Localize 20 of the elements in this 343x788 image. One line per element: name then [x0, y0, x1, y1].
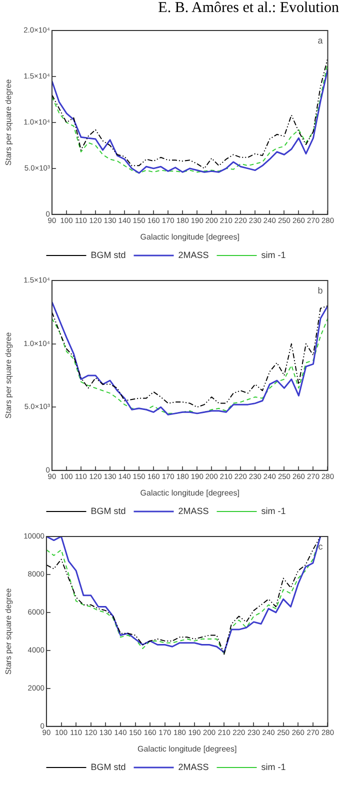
- y-axis-title: Stars per square degree: [4, 78, 14, 166]
- annotation: c: [318, 541, 324, 552]
- annotation: a: [318, 35, 323, 46]
- chart-title: E. B. Amôres et al.: Evolution: [157, 0, 340, 18]
- legend-label: BGM std: [90, 250, 126, 260]
- x-axis-title: Galactic longitude [degrees]: [140, 488, 240, 498]
- legend-label: sim -1: [261, 762, 286, 772]
- x-axis-title: Galactic longitude [degrees]: [140, 232, 240, 242]
- y-axis-title: Stars per square degree: [4, 332, 14, 419]
- legend-label: sim -1: [261, 506, 286, 516]
- annotation: b: [318, 285, 323, 296]
- y-axis-title: Stars per square degree: [4, 588, 14, 675]
- legend-label: 2MASS: [178, 506, 209, 516]
- legend-label: BGM std: [90, 506, 126, 516]
- x-axis-title: Galactic longitude [degrees]: [138, 744, 237, 754]
- legend-label: BGM std: [90, 762, 126, 772]
- legend-label: 2MASS: [178, 250, 209, 260]
- line-series: [52, 318, 328, 414]
- legend-label: 2MASS: [178, 762, 209, 772]
- legend-label: sim -1: [261, 250, 286, 260]
